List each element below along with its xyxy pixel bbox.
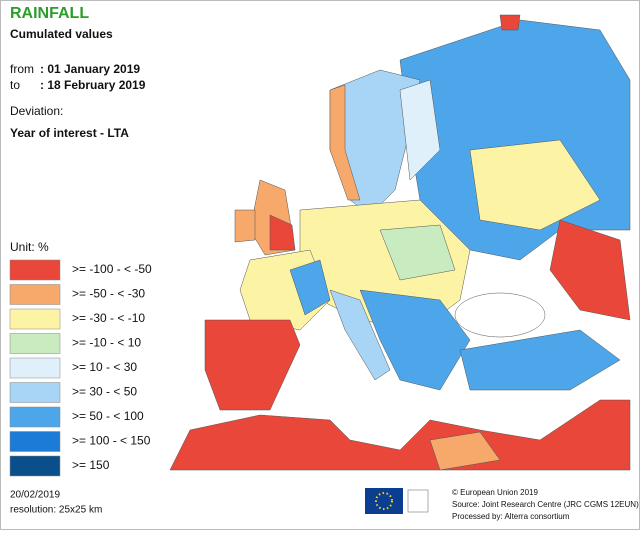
from-value: : 01 January 2019 xyxy=(40,62,140,76)
footer-resolution: resolution: 25x25 km xyxy=(10,505,102,516)
eu-logo xyxy=(365,488,429,514)
legend-label: >= -30 - < -10 xyxy=(72,311,145,325)
to-label: to xyxy=(10,78,20,92)
footer-copyright: © European Union 2019 xyxy=(452,488,539,497)
deviation-label: Deviation: xyxy=(10,104,63,118)
legend-label: >= 30 - < 50 xyxy=(72,385,137,399)
legend-label: >= 50 - < 100 xyxy=(72,409,144,423)
footer-date: 20/02/2019 xyxy=(10,490,60,501)
legend-label: >= -50 - < -30 xyxy=(72,287,145,301)
footer-processed: Processed by: Alterra consortium xyxy=(452,512,570,521)
legend-swatch xyxy=(9,406,61,428)
subtitle: Cumulated values xyxy=(10,27,113,41)
legend-label: >= -10 - < 10 xyxy=(72,336,141,350)
legend: Unit: % >= -100 - < -50>= -50 - < -30>= … xyxy=(9,240,152,477)
title: RAINFALL xyxy=(10,5,89,22)
legend-label: >= 10 - < 30 xyxy=(72,360,137,374)
legend-swatch xyxy=(9,357,61,379)
from-label: from xyxy=(10,62,34,76)
legend-swatch xyxy=(9,382,61,403)
legend-label: >= -100 - < -50 xyxy=(72,262,152,276)
legend-swatch xyxy=(9,333,61,354)
legend-swatch xyxy=(9,259,61,281)
legend-items: >= -100 - < -50 >= -50 - < -30 >= -30 - < … xyxy=(9,259,152,477)
footer-source: Source: Joint Research Centre (JRC CGMS … xyxy=(452,500,639,509)
legend-swatch xyxy=(9,455,61,477)
legend-label: >= 150 xyxy=(72,458,110,472)
land xyxy=(169,14,631,471)
deviation-value: Year of interest - LTA xyxy=(10,126,129,140)
legend-swatch xyxy=(9,284,61,305)
legend-swatch xyxy=(9,431,61,452)
legend-unit: Unit: % xyxy=(10,240,49,254)
legend-swatch xyxy=(9,308,61,330)
legend-label: >= 100 - < 150 xyxy=(72,434,151,448)
to-value: : 18 February 2019 xyxy=(40,78,146,92)
